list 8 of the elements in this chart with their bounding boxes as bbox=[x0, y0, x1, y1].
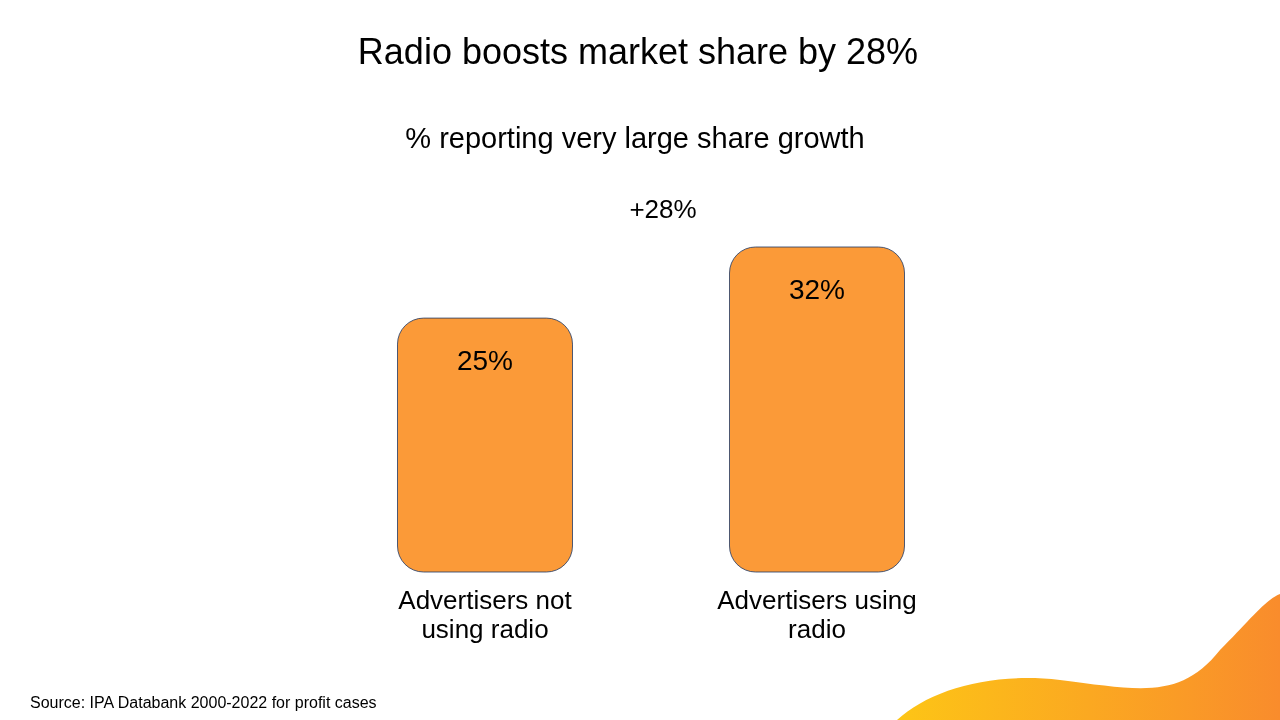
data-label: 32% bbox=[788, 274, 846, 305]
x-tick-label: Advertisers using radio bbox=[717, 585, 917, 644]
data-label: 25% bbox=[456, 345, 514, 377]
text: +28% bbox=[629, 194, 697, 224]
chart-subtitle: % reporting very large share growth bbox=[405, 122, 865, 154]
x-tick-label: Advertisers not using radio bbox=[398, 585, 573, 644]
chart-title: Radio boosts market share by 28% bbox=[357, 31, 919, 72]
source-note: Source: IPA Databank 2000-2022 for profit cases bbox=[30, 694, 377, 711]
